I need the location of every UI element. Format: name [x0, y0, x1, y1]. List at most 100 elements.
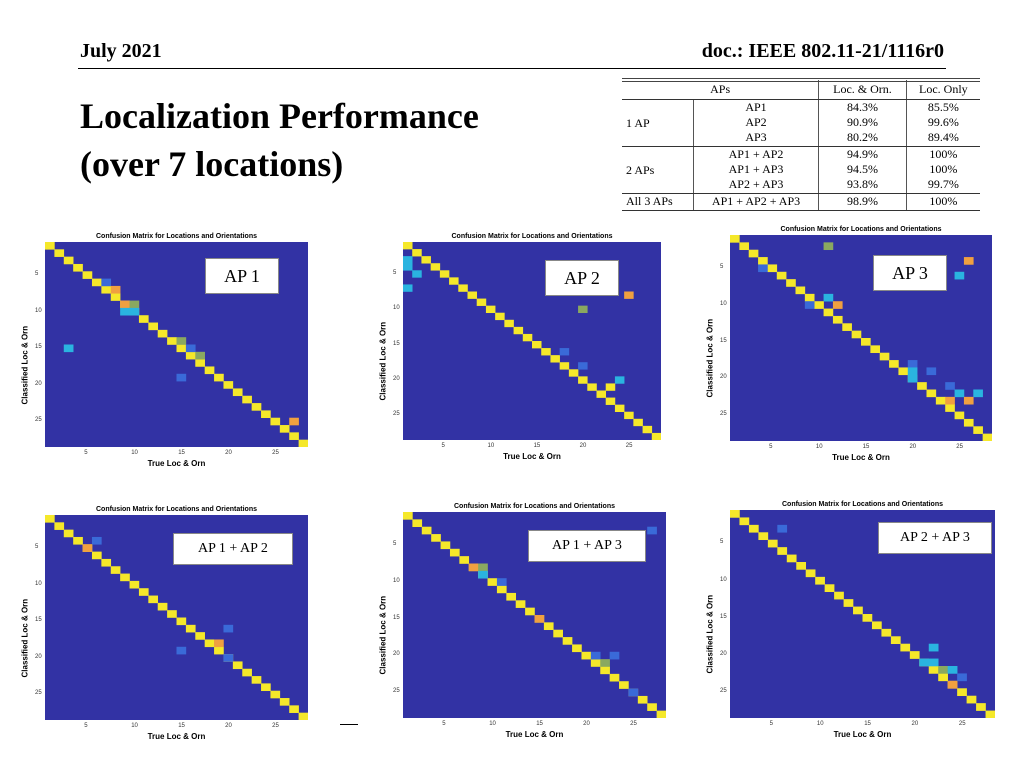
col-header-aps: APs	[622, 80, 819, 100]
diagonal-cell	[496, 585, 507, 594]
offdiag-cell	[628, 688, 639, 697]
group-label: 2 APs	[622, 146, 694, 194]
table-rule-top-2	[622, 81, 980, 82]
diagonal-cell	[176, 344, 187, 353]
x-tick-label: 20	[911, 721, 919, 727]
x-tick-label: 20	[225, 723, 232, 729]
diagonal-cell	[54, 249, 65, 257]
diagonal-cell	[214, 646, 224, 655]
diagonal-cell	[776, 271, 787, 280]
diagonal-cell	[421, 256, 431, 264]
offdiag-cell	[647, 526, 657, 535]
diagonal-cell	[824, 584, 835, 593]
offdiag-cell	[963, 396, 974, 405]
matrix-title: Confusion Matrix for Locations and Orien…	[781, 501, 943, 508]
y-tick-label: 20	[35, 653, 42, 660]
diagonal-cell	[748, 524, 759, 533]
diagonal-cell	[467, 291, 478, 299]
loc-orn-accuracy: 90.9%	[818, 115, 907, 130]
header-divider	[78, 68, 946, 69]
diagonal-cell	[515, 600, 526, 608]
slide-title-line1: Localization Performance	[80, 96, 479, 136]
diagonal-cell	[730, 510, 740, 518]
diagonal-cell	[804, 293, 815, 302]
diagonal-cell	[777, 547, 788, 555]
x-tick-label: 5	[441, 443, 445, 449]
matrix-title: Confusion Matrix for Locations and Orien…	[780, 226, 942, 233]
diagonal-cell	[110, 293, 121, 301]
x-tick-label: 20	[909, 444, 917, 450]
y-axis-label: Classified Loc & Orn	[378, 321, 388, 401]
y-tick-label: 15	[720, 337, 727, 344]
diagonal-cell	[101, 285, 112, 294]
offdiag-cell	[926, 367, 937, 376]
diagonal-cell	[110, 566, 121, 574]
diagonal-cell	[609, 673, 620, 682]
y-tick-label: 10	[720, 576, 727, 583]
offdiag-cell	[176, 646, 187, 655]
diagonal-cell	[605, 397, 616, 405]
offdiag-cell	[129, 300, 140, 309]
x-axis-label: True Loc & Orn	[147, 459, 206, 468]
table-row: AP2 + AP3 93.8% 99.7%	[622, 177, 980, 194]
x-tick-label: 25	[272, 723, 279, 729]
diagonal-cell	[823, 308, 834, 317]
matrix-title: Confusion Matrix for Locations and Orien…	[95, 506, 257, 513]
x-tick-label: 15	[864, 721, 871, 727]
diagonal-cell	[63, 529, 74, 538]
ap-combination: AP2	[692, 115, 819, 130]
ap-combination: AP1 + AP2	[692, 146, 819, 162]
x-tick-label: 5	[442, 721, 446, 727]
diagonal-cell	[568, 369, 579, 377]
diagonal-cell	[251, 676, 262, 684]
x-tick-label: 10	[816, 721, 824, 727]
ap-combination: AP2 + AP3	[692, 177, 819, 194]
y-tick-label: 25	[35, 417, 42, 424]
offdiag-cell	[907, 360, 918, 368]
diagonal-cell	[54, 522, 65, 530]
ap-combination: AP3	[692, 130, 819, 147]
loc-only-accuracy: 89.4%	[905, 130, 980, 147]
diagonal-cell	[805, 569, 816, 578]
x-axis-label: True Loc & Orn	[147, 732, 206, 741]
diagonal-cell	[889, 360, 899, 368]
loc-orn-accuracy: 94.9%	[818, 146, 907, 162]
diagonal-cell	[796, 562, 807, 570]
diagonal-cell	[157, 329, 168, 338]
x-tick-label: 5	[769, 721, 773, 727]
offdiag-cell	[777, 524, 788, 533]
diagonal-cell	[298, 439, 308, 447]
offdiag-cell	[954, 389, 965, 398]
diagonal-cell	[148, 595, 159, 604]
offdiag-cell	[600, 659, 610, 667]
offdiag-cell	[957, 673, 967, 682]
offdiag-cell	[832, 301, 843, 309]
table-row: AP2 90.9% 99.6%	[622, 115, 980, 130]
x-tick-label: 15	[178, 723, 185, 729]
diagonal-cell	[572, 644, 582, 653]
diagonal-cell	[232, 661, 243, 670]
offdiag-cell	[468, 563, 479, 572]
x-tick-label: 15	[533, 443, 541, 449]
diagonal-cell	[890, 636, 901, 645]
table-row: 1 AP AP1 84.3% 85.5%	[622, 99, 980, 147]
x-tick-label: 20	[579, 443, 587, 449]
y-tick-label: 5	[35, 543, 39, 550]
ap-combination: AP1	[692, 99, 819, 115]
offdiag-cell	[63, 344, 74, 353]
x-tick-label: 15	[862, 444, 870, 450]
y-tick-label: 20	[35, 380, 42, 387]
y-tick-label: 25	[393, 688, 400, 695]
y-tick-label: 15	[720, 613, 727, 620]
diagonal-cell	[476, 298, 487, 306]
diagonal-cell	[587, 383, 597, 391]
diagonal-cell	[862, 614, 873, 622]
diagonal-cell	[522, 333, 533, 342]
diagonal-cell	[129, 580, 140, 589]
offdiag-cell	[110, 285, 121, 294]
table-row: AP3 80.2% 89.4%	[622, 130, 980, 147]
diagonal-cell	[543, 622, 554, 631]
diagonal-cell	[758, 257, 768, 265]
offdiag-cell	[614, 376, 625, 384]
offdiag-cell	[624, 291, 634, 299]
